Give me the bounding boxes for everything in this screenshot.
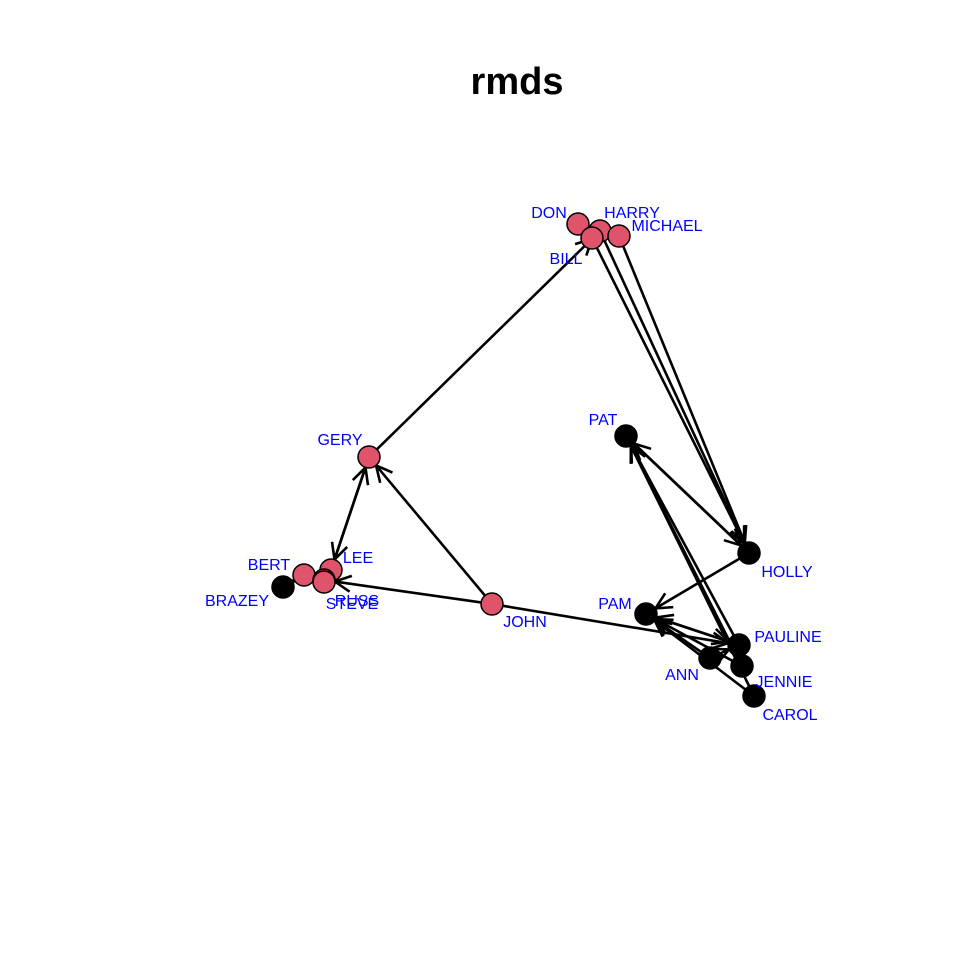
edge-pauline-to-pat (631, 446, 735, 636)
node-bill (580, 226, 604, 250)
node-label-lee: LEE (343, 550, 373, 567)
node-ann (698, 646, 722, 670)
edge-ann-to-pauline (720, 649, 729, 653)
node-label-pam: PAM (598, 596, 631, 613)
node-label-don: DON (531, 205, 567, 222)
node-steve (312, 570, 336, 594)
node-bert (292, 563, 316, 587)
node-label-carol: CAROL (762, 707, 817, 724)
node-label-brazey: BRAZEY (205, 593, 269, 610)
node-label-gery: GERY (317, 432, 362, 449)
edge-john-to-gery (376, 465, 486, 597)
node-john (480, 592, 504, 616)
edge-bill-to-holly (595, 247, 744, 543)
edge-lee-to-gery (333, 467, 366, 560)
node-pauline (727, 633, 751, 657)
edge-john-to-russ (335, 582, 482, 604)
edge-gery-to-harry (375, 239, 592, 451)
nodes-layer (271, 212, 766, 708)
node-label-ann: ANN (665, 667, 699, 684)
node-label-bill: BILL (550, 251, 583, 268)
node-pam (634, 602, 658, 626)
node-label-pat: PAT (589, 412, 618, 429)
node-brazey (271, 575, 295, 599)
node-label-bert: BERT (248, 557, 291, 574)
edge-michael-to-holly (621, 245, 745, 543)
node-michael (607, 224, 631, 248)
node-label-russ: RUSS (335, 593, 379, 610)
node-pat (614, 424, 638, 448)
edge-holly-to-pat (634, 444, 742, 547)
node-label-pauline: PAULINE (754, 629, 821, 646)
edge-harry-to-holly (603, 240, 745, 543)
node-label-michael: MICHAEL (631, 218, 702, 235)
node-label-harry: HARRY (604, 205, 660, 222)
plot-title: rmds (471, 61, 564, 103)
node-gery (357, 445, 381, 469)
node-label-steve: STEVE (326, 596, 378, 613)
labels-layer: DON HARRY BILL MICHAEL GERY JOHN LEE BERT RUSSST… (205, 205, 822, 724)
node-carol (742, 684, 766, 708)
node-label-jennie: JENNIE (756, 674, 813, 691)
node-label-holly: HOLLY (761, 564, 813, 581)
node-jennie (730, 654, 754, 678)
node-don (566, 212, 590, 236)
node-holly (737, 541, 761, 565)
node-label-john: JOHN (503, 614, 547, 631)
